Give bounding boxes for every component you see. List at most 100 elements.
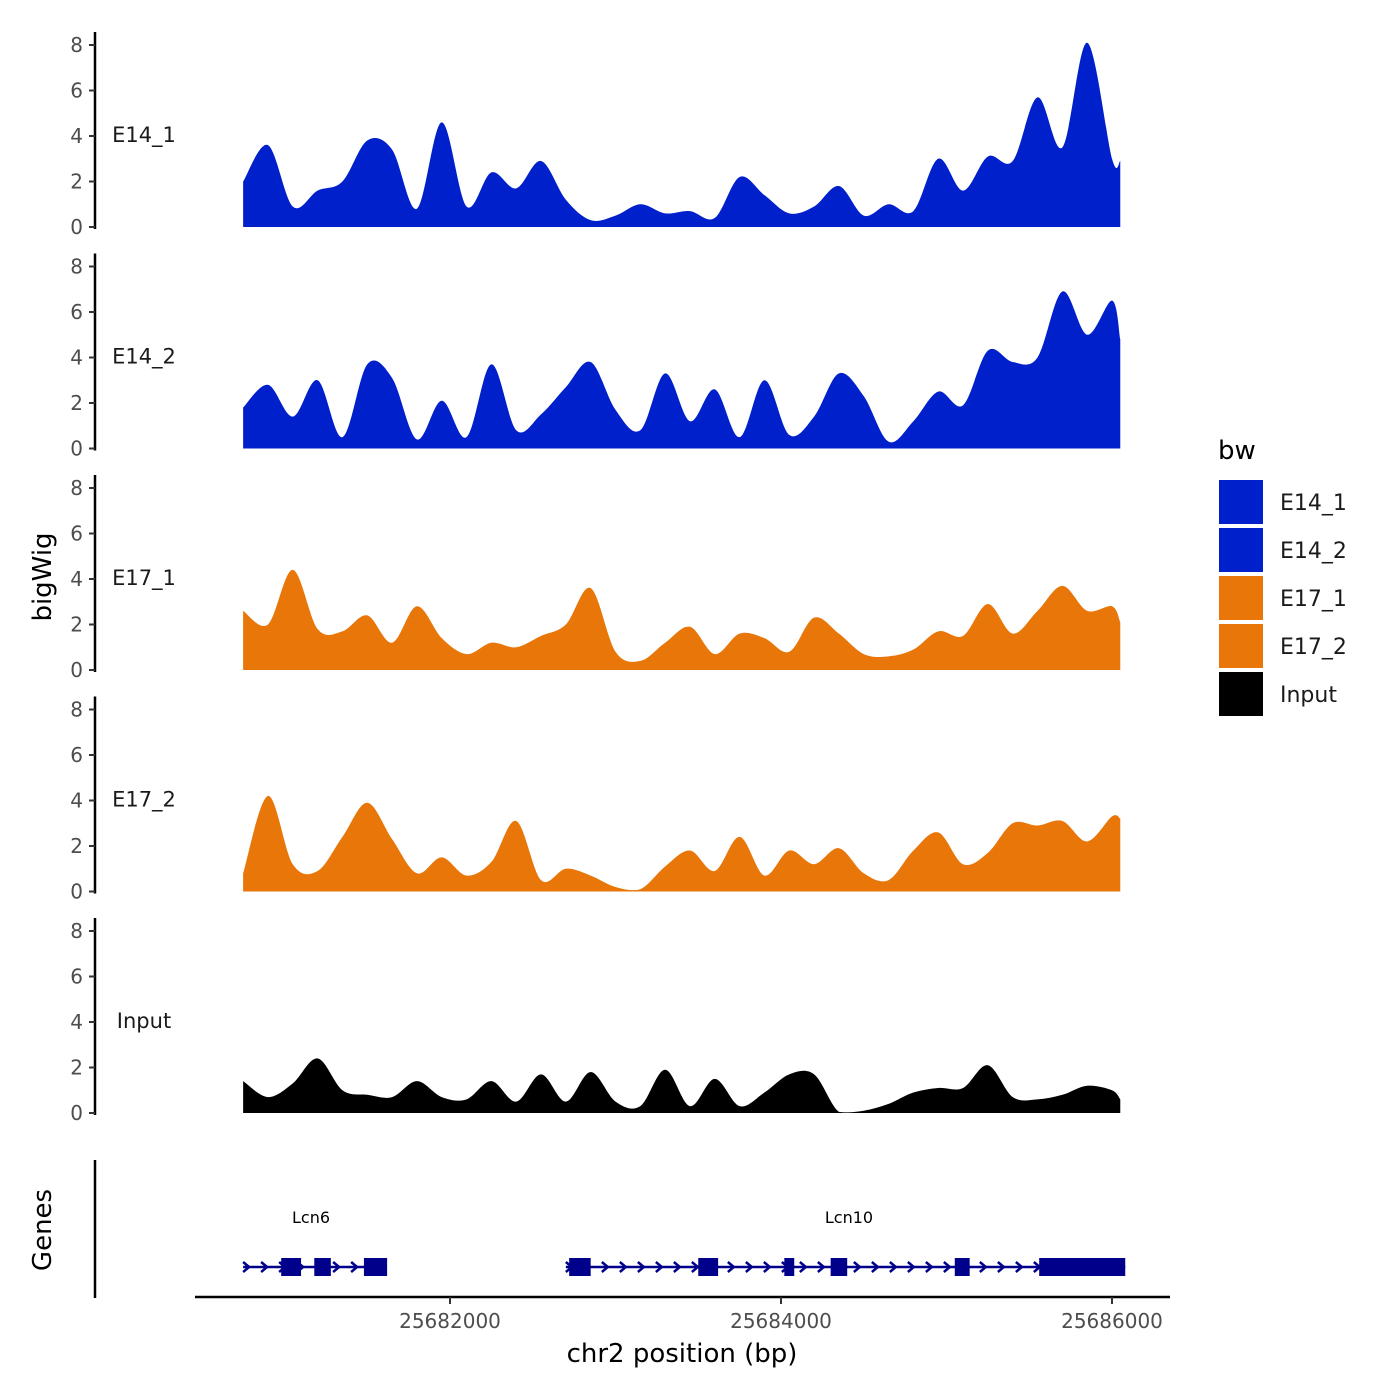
strand-arrow (727, 1261, 736, 1273)
legend-item-E17_1: E17_1 (1219, 576, 1347, 620)
legend-label: E14_1 (1280, 491, 1347, 516)
y-tick-label: 6 (70, 79, 83, 103)
signal-area (243, 795, 1121, 892)
strand-arrow (907, 1261, 916, 1273)
strand-arrow (943, 1261, 952, 1273)
signal-tracks: 0 2 4 6 8 E14_1 0 2 4 6 8 E14_2 0 2 4 6 8 E17_1 0 2 4 6 8 E17_2… (70, 32, 1121, 1125)
legend-label: E17_2 (1280, 635, 1347, 660)
strand-arrow (817, 1261, 826, 1273)
legend-item-E14_1: E14_1 (1219, 480, 1347, 524)
exon-block (784, 1258, 795, 1276)
y-axis-title: bigWig (28, 532, 58, 621)
legend-label: E17_1 (1280, 587, 1347, 612)
legend: bw E14_1 E14_2 E17_1 E17_2 Input (1218, 436, 1347, 716)
exon-block (698, 1258, 719, 1276)
y-tick-label: 8 (70, 698, 83, 722)
strand-arrow (889, 1261, 898, 1273)
y-tick-label: 4 (70, 567, 83, 591)
x-tick-label: 25684000 (730, 1309, 832, 1333)
exon-block (830, 1258, 848, 1276)
y-tick-label: 6 (70, 965, 83, 989)
strand-arrow (799, 1261, 808, 1273)
legend-item-E14_2: E14_2 (1219, 528, 1347, 572)
exon-block (314, 1258, 331, 1276)
y-tick-label: 0 (70, 215, 83, 239)
signal-area (243, 291, 1121, 449)
strand-arrow (601, 1261, 610, 1273)
strand-arrow (763, 1261, 772, 1273)
y-tick-label: 4 (70, 1010, 83, 1034)
x-tick-label: 25682000 (399, 1309, 501, 1333)
strand-arrow (350, 1261, 360, 1273)
gene-Lcn6: Lcn6 (242, 1208, 388, 1276)
y-tick-label: 4 (70, 789, 83, 813)
track-E14_1: 0 2 4 6 8 E14_1 (70, 32, 1121, 239)
y-tick-label: 6 (70, 522, 83, 546)
exon-block (954, 1258, 970, 1276)
signal-area (243, 1058, 1121, 1113)
strand-arrow (242, 1261, 252, 1273)
legend-swatch (1219, 480, 1263, 524)
y-tick-label: 8 (70, 476, 83, 500)
strand-arrow (853, 1261, 862, 1273)
strand-arrow (925, 1261, 934, 1273)
strand-arrow (691, 1261, 700, 1273)
legend-swatch (1219, 624, 1263, 668)
track-label: Input (117, 1009, 171, 1033)
strand-arrow (332, 1261, 342, 1273)
y-tick-label: 0 (70, 437, 83, 461)
strand-arrow (871, 1261, 880, 1273)
legend-title: bw (1218, 436, 1256, 466)
strand-arrow (673, 1261, 682, 1273)
strand-arrow (745, 1261, 754, 1273)
y-tick-label: 0 (70, 1101, 83, 1125)
strand-arrow (637, 1261, 646, 1273)
y-tick-label: 2 (70, 170, 83, 194)
x-axis-title: chr2 position (bp) (567, 1339, 798, 1369)
exon-block (363, 1258, 388, 1276)
y-tick-label: 2 (70, 391, 83, 415)
x-tick-label: 25686000 (1061, 1309, 1163, 1333)
strand-arrow (997, 1261, 1006, 1273)
y-tick-label: 6 (70, 300, 83, 324)
gene-name-label: Lcn10 (825, 1208, 873, 1227)
track-label: E17_1 (112, 566, 176, 591)
track-label: E17_2 (112, 788, 176, 813)
y-tick-label: 0 (70, 658, 83, 682)
y-tick-label: 8 (70, 33, 83, 57)
y-tick-label: 6 (70, 743, 83, 767)
legend-swatch (1219, 576, 1263, 620)
signal-area (243, 569, 1121, 670)
y-tick-label: 2 (70, 613, 83, 637)
exon-block (569, 1258, 591, 1276)
track-E17_1: 0 2 4 6 8 E17_1 (70, 475, 1121, 682)
x-axis: 25682000 25684000 25686000 (195, 1295, 1170, 1333)
legend-label: E14_2 (1280, 539, 1347, 564)
gene-name-label: Lcn6 (292, 1208, 330, 1227)
y-tick-label: 8 (70, 255, 83, 279)
legend-swatch (1219, 672, 1263, 716)
y-tick-label: 4 (70, 124, 83, 148)
strand-arrow (1015, 1261, 1024, 1273)
legend-label: Input (1280, 683, 1337, 708)
strand-arrow (655, 1261, 664, 1273)
track-E17_2: 0 2 4 6 8 E17_2 (70, 696, 1121, 904)
track-Input: 0 2 4 6 8 Input (70, 918, 1121, 1125)
track-E14_2: 0 2 4 6 8 E14_2 (70, 253, 1121, 461)
gene-Lcn10: Lcn10 (565, 1208, 1126, 1276)
gene-track: Lcn6 Lcn10 (93, 1160, 1126, 1298)
exon-block (281, 1258, 302, 1276)
legend-swatch (1219, 528, 1263, 572)
y-tick-label: 0 (70, 880, 83, 904)
exon-block (1039, 1258, 1126, 1276)
strand-arrow (979, 1261, 988, 1273)
y-tick-label: 2 (70, 1056, 83, 1080)
signal-area (243, 42, 1121, 228)
strand-arrow (619, 1261, 628, 1273)
genes-axis-title: Genes (28, 1189, 58, 1271)
legend-item-Input: Input (1219, 672, 1337, 716)
legend-item-E17_2: E17_2 (1219, 624, 1347, 668)
y-tick-label: 2 (70, 834, 83, 858)
track-label: E14_1 (112, 123, 176, 148)
